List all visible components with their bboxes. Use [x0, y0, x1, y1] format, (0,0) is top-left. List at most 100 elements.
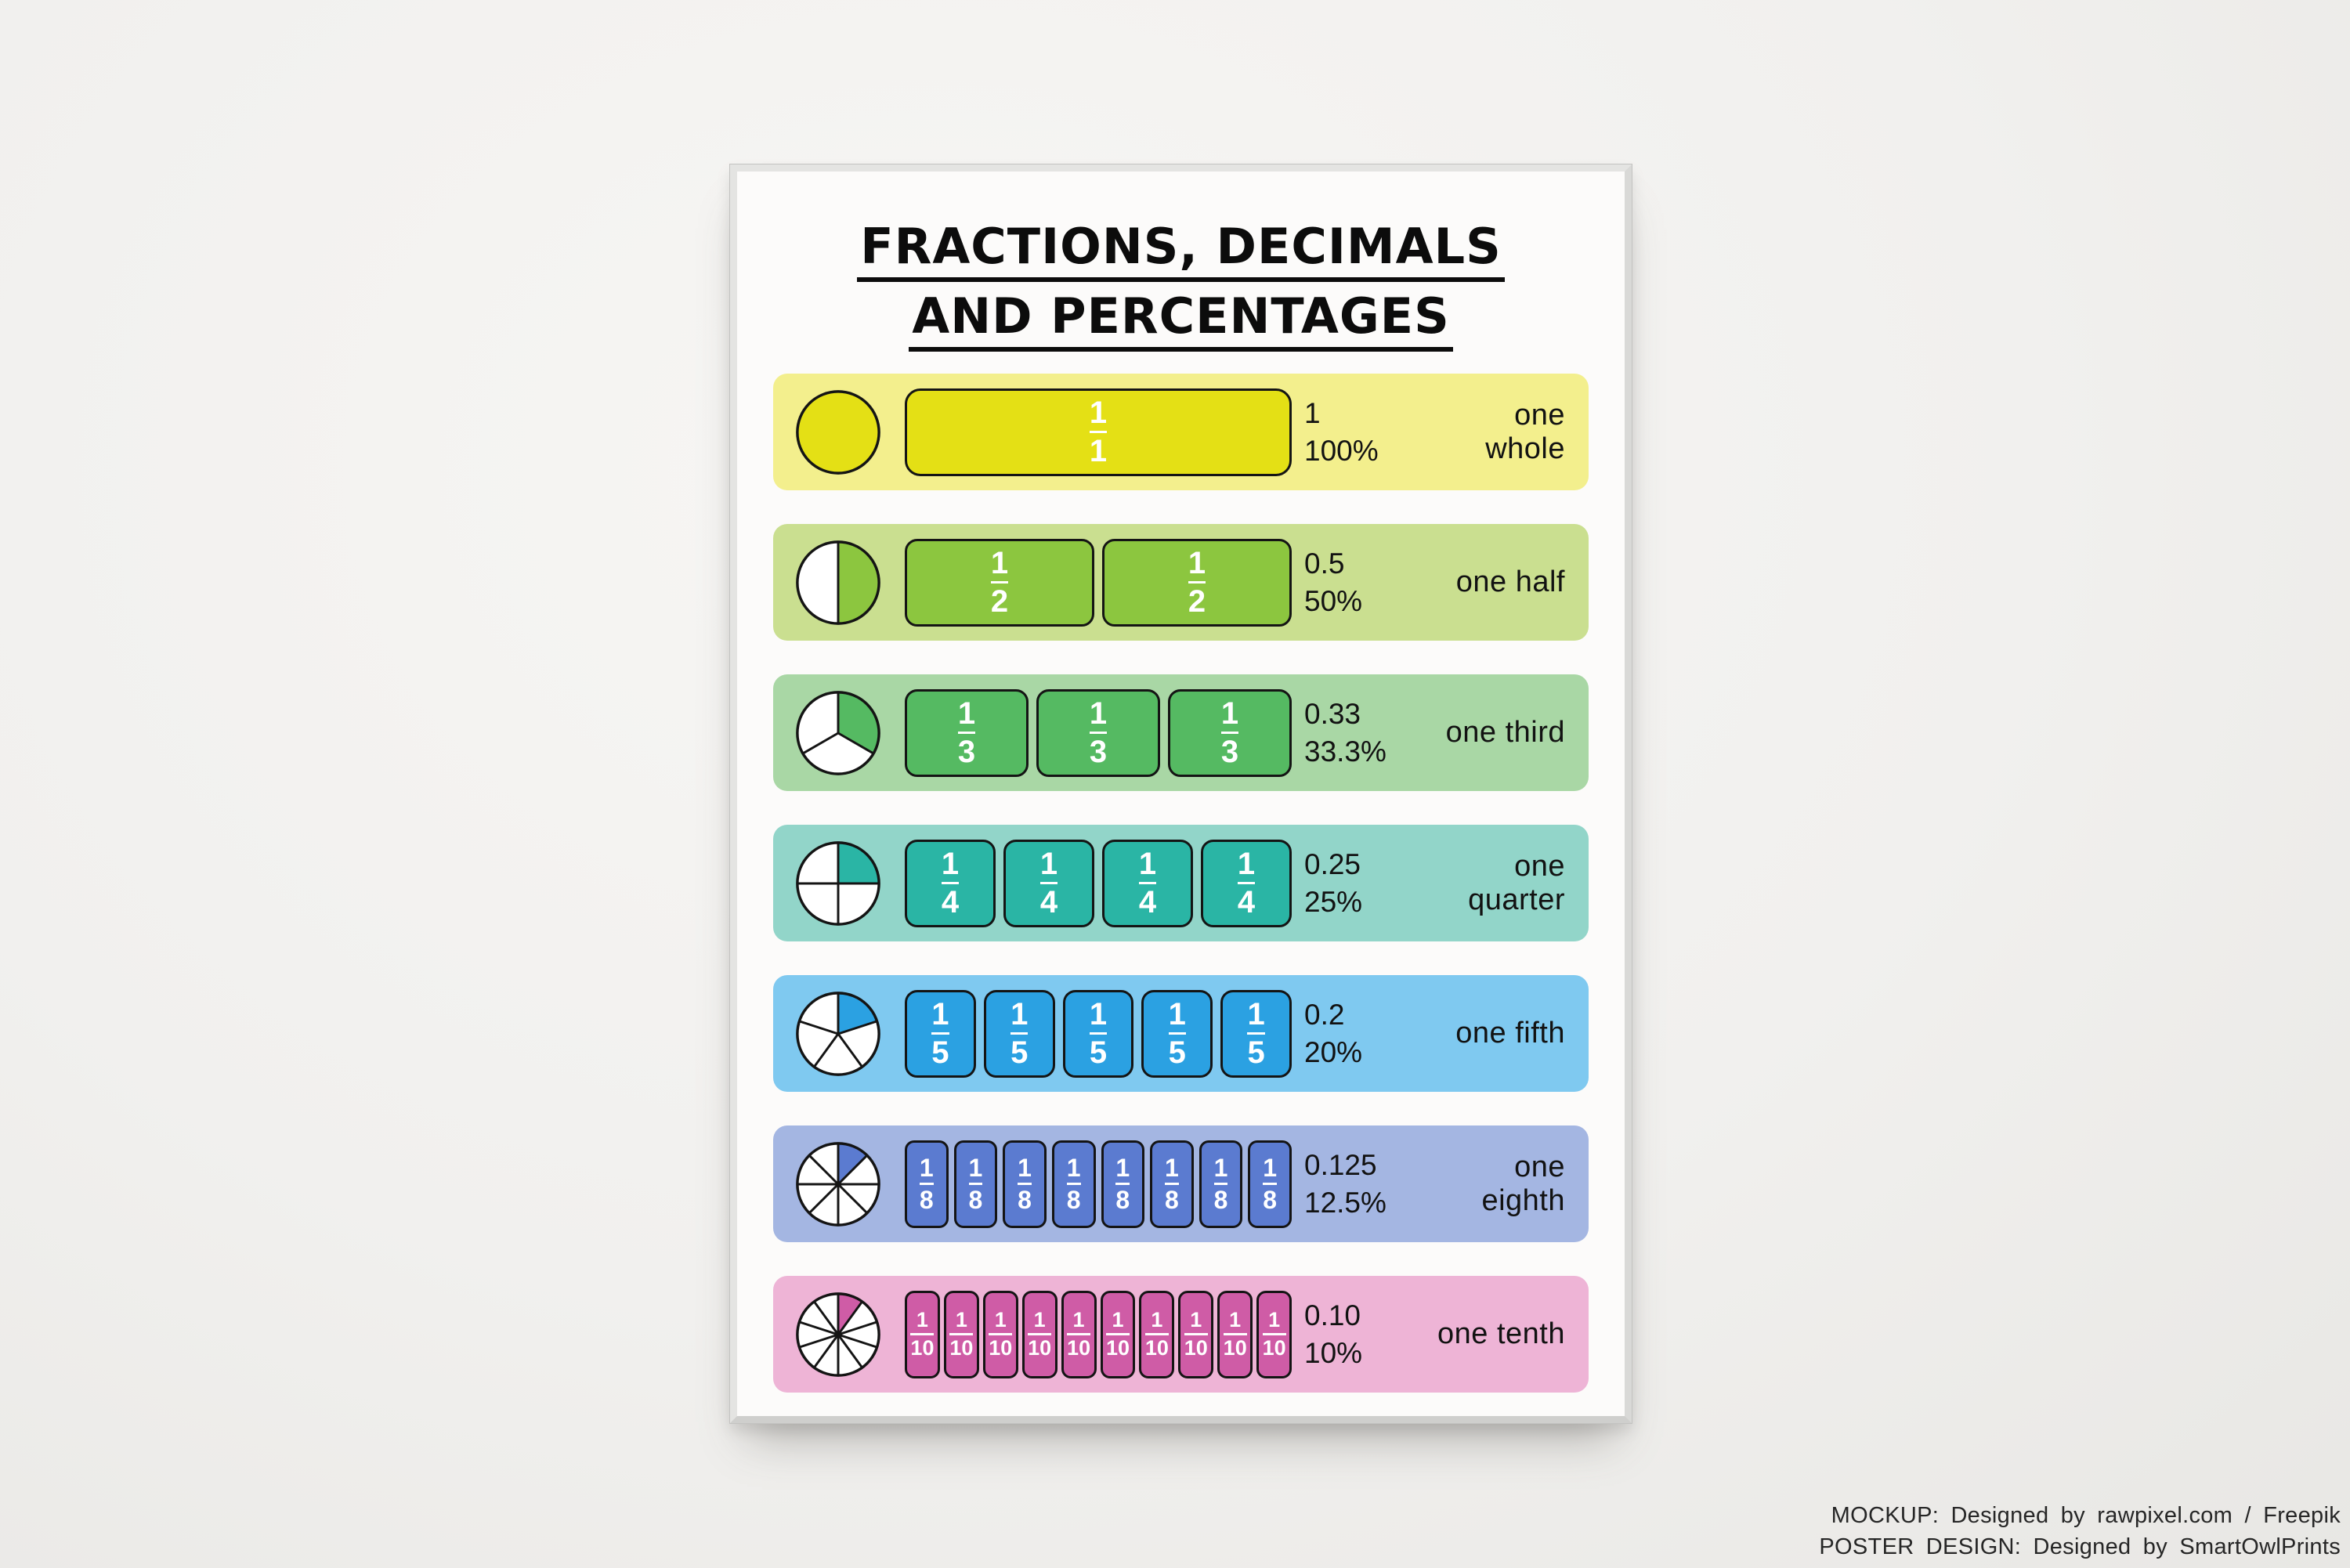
decimal-value: 0.5: [1304, 547, 1345, 580]
fraction-segment: 1 10: [1217, 1290, 1253, 1378]
pie-chart: [796, 691, 880, 775]
value-column: 1 100%: [1292, 395, 1426, 470]
percent-value: 12.5%: [1304, 1186, 1386, 1219]
fraction-name: one fifth: [1455, 1017, 1565, 1050]
value-column: 0.2 20%: [1292, 996, 1426, 1071]
fraction-segment: 1 10: [905, 1290, 940, 1378]
pie-chart: [796, 841, 880, 926]
pie-chart: [796, 1292, 880, 1377]
fraction-label: 1 10: [1105, 1308, 1130, 1360]
fraction-segment: 1 10: [1100, 1290, 1136, 1378]
pie-wrap: [773, 1138, 905, 1230]
poster-title: FRACTIONS, DECIMALS AND PERCENTAGES: [737, 219, 1625, 352]
fraction-name: one third: [1445, 716, 1565, 750]
title-line-1: FRACTIONS, DECIMALS: [857, 219, 1505, 283]
fraction-segment: 1 10: [982, 1290, 1018, 1378]
segment-bar: 1 10 1 10 1 10 1 10 1 10 1 10 1 10 1 10 1 10 1 10: [905, 1290, 1292, 1378]
pie-chart: [796, 992, 880, 1076]
fraction-label: 1 10: [949, 1308, 974, 1360]
decimal-value: 0.25: [1304, 847, 1361, 880]
fraction-label: 1 10: [1028, 1308, 1052, 1360]
credit-mockup: MOCKUP: Designed by rawpixel.com / Freep…: [1831, 1502, 2341, 1528]
pie-wrap: [773, 537, 905, 629]
fraction-name: one tenth: [1437, 1317, 1565, 1351]
fraction-label: 1 10: [1262, 1308, 1286, 1360]
fraction-row-one-whole: 1 1 1 100% one whole: [773, 374, 1589, 491]
fraction-label: 1 10: [1184, 1308, 1208, 1360]
value-column: 0.25 25%: [1292, 846, 1426, 921]
fraction-row-one-third: 1 3 1 3 1 3 0.33 33.3% one third: [773, 674, 1589, 792]
value-column: 0.33 33.3%: [1292, 695, 1426, 771]
fraction-name: one quarter: [1468, 849, 1565, 916]
percent-value: 50%: [1304, 584, 1363, 617]
fraction-segment: 1 10: [1178, 1290, 1214, 1378]
fraction-rows: 1 1 1 100% one whole 1 2 1 2 0.5 50% one half 1 3 1 3 1 3…: [737, 374, 1625, 1393]
fraction-segment: 1 10: [1139, 1290, 1175, 1378]
percent-value: 25%: [1304, 885, 1363, 918]
title-line-2: AND PERCENTAGES: [909, 290, 1453, 352]
decimal-value: 0.2: [1304, 998, 1345, 1031]
fraction-name: one half: [1455, 565, 1565, 599]
pie-wrap: [773, 988, 905, 1080]
fraction-row-one-tenth: 1 10 1 10 1 10 1 10 1 10 1 10 1 10 1 10 1 10 1 10 0.10 10% one…: [773, 1276, 1589, 1393]
fraction-row-one-quarter: 1 4 1 4 1 4 1 4 0.25 25% one quarter: [773, 825, 1589, 942]
decimal-value: 0.33: [1304, 697, 1361, 730]
pie-wrap: [773, 386, 905, 479]
fraction-segment: 1 10: [1256, 1290, 1292, 1378]
fraction-segment: 1 10: [1021, 1290, 1058, 1378]
percent-value: 20%: [1304, 1035, 1363, 1068]
pie-chart: [796, 1142, 880, 1227]
percent-value: 33.3%: [1304, 735, 1386, 768]
credits: MOCKUP: Designed by rawpixel.com / Freep…: [1819, 1500, 2341, 1563]
value-column: 0.5 50%: [1292, 545, 1426, 620]
decimal-value: 0.10: [1304, 1299, 1361, 1331]
value-column: 0.10 10%: [1292, 1297, 1426, 1372]
